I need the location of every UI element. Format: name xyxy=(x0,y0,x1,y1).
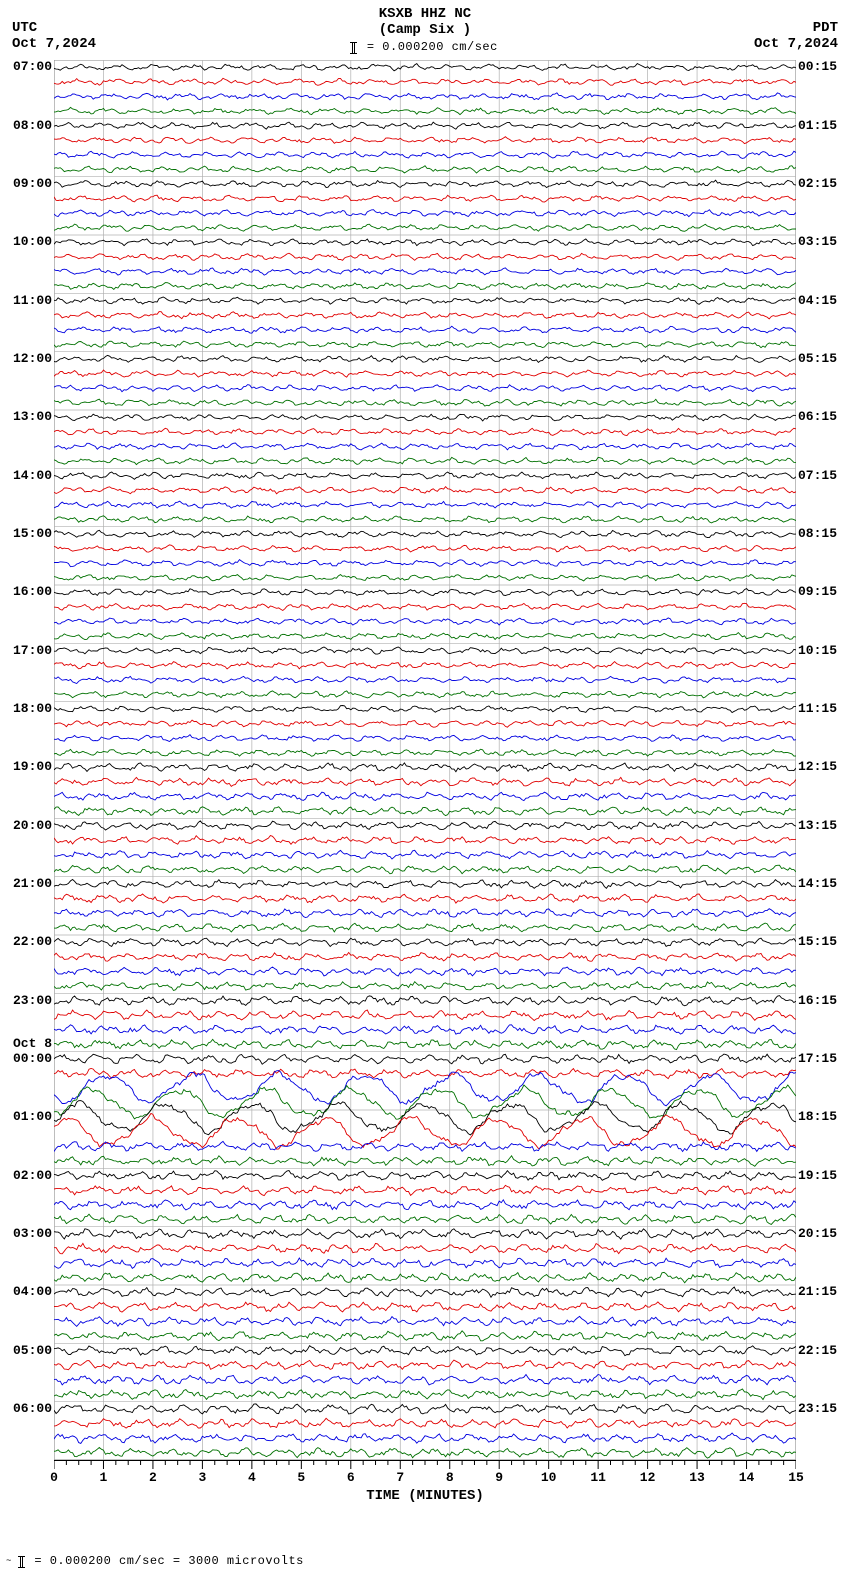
station-code: KSXB HHZ NC xyxy=(0,6,850,22)
pdt-label: 22:15 xyxy=(798,1344,848,1358)
x-tick-label: 2 xyxy=(149,1470,157,1485)
utc-label: 20:00 xyxy=(0,819,52,833)
pdt-label: 11:15 xyxy=(798,702,848,716)
pdt-label: 12:15 xyxy=(798,760,848,774)
seismogram-plot xyxy=(54,60,796,1460)
utc-label: 07:00 xyxy=(0,60,52,74)
pdt-label: 21:15 xyxy=(798,1285,848,1299)
x-tick-label: 14 xyxy=(739,1470,755,1485)
utc-label: 04:00 xyxy=(0,1285,52,1299)
x-tick-label: 1 xyxy=(100,1470,108,1485)
x-axis-title: TIME (MINUTES) xyxy=(54,1488,796,1504)
utc-label: 16:00 xyxy=(0,585,52,599)
pdt-hour-labels: 00:15 01:15 02:15 03:15 04:15 05:15 06:15 07:15… xyxy=(798,60,848,1460)
x-tick-label: 11 xyxy=(590,1470,606,1485)
utc-label: 17:00 xyxy=(0,644,52,658)
pdt-label: 00:15 xyxy=(798,60,848,74)
pdt-label: 04:15 xyxy=(798,294,848,308)
utc-label: 22:00 xyxy=(0,935,52,949)
date-break-label: Oct 8 xyxy=(0,1037,52,1051)
pdt-label: 09:15 xyxy=(798,585,848,599)
pdt-label: 13:15 xyxy=(798,819,848,833)
x-tick-label: 13 xyxy=(689,1470,705,1485)
pdt-label: 06:15 xyxy=(798,410,848,424)
utc-label: 08:00 xyxy=(0,119,52,133)
utc-label: 13:00 xyxy=(0,410,52,424)
x-tick-label: 3 xyxy=(198,1470,206,1485)
utc-label: 06:00 xyxy=(0,1402,52,1416)
x-tick-label: 8 xyxy=(446,1470,454,1485)
utc-label: 10:00 xyxy=(0,235,52,249)
pdt-label: 14:15 xyxy=(798,877,848,891)
x-tick-label: 10 xyxy=(541,1470,557,1485)
utc-label: 23:00 xyxy=(0,994,52,1008)
header-scale: = 0.000200 cm/sec xyxy=(0,40,850,54)
footer-scale: ~ = 0.000200 cm/sec = 3000 microvolts xyxy=(6,1554,304,1568)
utc-label: 19:00 xyxy=(0,760,52,774)
pdt-label: 05:15 xyxy=(798,352,848,366)
utc-label: 09:00 xyxy=(0,177,52,191)
utc-label: 15:00 xyxy=(0,527,52,541)
x-tick-label: 12 xyxy=(640,1470,656,1485)
utc-label: 21:00 xyxy=(0,877,52,891)
pdt-label: 18:15 xyxy=(798,1110,848,1124)
footer-text: = 0.000200 cm/sec = 3000 microvolts xyxy=(34,1554,304,1568)
x-tick-label: 6 xyxy=(347,1470,355,1485)
x-axis: 0123456789101112131415 TIME (MINUTES) xyxy=(54,1460,796,1510)
scale-text: = 0.000200 cm/sec xyxy=(367,40,498,54)
utc-label: 00:00 xyxy=(0,1052,52,1066)
pdt-label: 03:15 xyxy=(798,235,848,249)
seismogram-svg xyxy=(54,60,796,1460)
header: UTC Oct 7,2024 PDT Oct 7,2024 KSXB HHZ N… xyxy=(0,0,850,55)
station-location: (Camp Six ) xyxy=(0,22,850,38)
pdt-label: 17:15 xyxy=(798,1052,848,1066)
utc-label: 18:00 xyxy=(0,702,52,716)
scale-bar-icon xyxy=(20,1556,23,1568)
x-tick-label: 9 xyxy=(495,1470,503,1485)
pdt-label: 15:15 xyxy=(798,935,848,949)
utc-label: 11:00 xyxy=(0,294,52,308)
x-tick-label: 0 xyxy=(50,1470,58,1485)
x-tick-label: 4 xyxy=(248,1470,256,1485)
footer-mark: ~ xyxy=(6,1556,12,1566)
scale-bar-icon xyxy=(352,42,355,54)
x-tick-label: 7 xyxy=(396,1470,404,1485)
x-tick-label: 5 xyxy=(297,1470,305,1485)
x-axis-ticks xyxy=(54,1460,796,1472)
utc-label: 14:00 xyxy=(0,469,52,483)
pdt-label: 10:15 xyxy=(798,644,848,658)
pdt-label: 02:15 xyxy=(798,177,848,191)
utc-label: 12:00 xyxy=(0,352,52,366)
pdt-label: 07:15 xyxy=(798,469,848,483)
utc-label: 02:00 xyxy=(0,1169,52,1183)
pdt-label: 19:15 xyxy=(798,1169,848,1183)
pdt-label: 23:15 xyxy=(798,1402,848,1416)
seismogram-page: UTC Oct 7,2024 PDT Oct 7,2024 KSXB HHZ N… xyxy=(0,0,850,1584)
utc-hour-labels: 07:00 08:00 09:00 10:00 11:00 12:00 13:00 14:00… xyxy=(0,60,52,1460)
utc-label: 05:00 xyxy=(0,1344,52,1358)
pdt-label: 20:15 xyxy=(798,1227,848,1241)
utc-label: 01:00 xyxy=(0,1110,52,1124)
utc-label: 03:00 xyxy=(0,1227,52,1241)
pdt-label: 08:15 xyxy=(798,527,848,541)
pdt-label: 01:15 xyxy=(798,119,848,133)
pdt-label: 16:15 xyxy=(798,994,848,1008)
x-tick-label: 15 xyxy=(788,1470,804,1485)
